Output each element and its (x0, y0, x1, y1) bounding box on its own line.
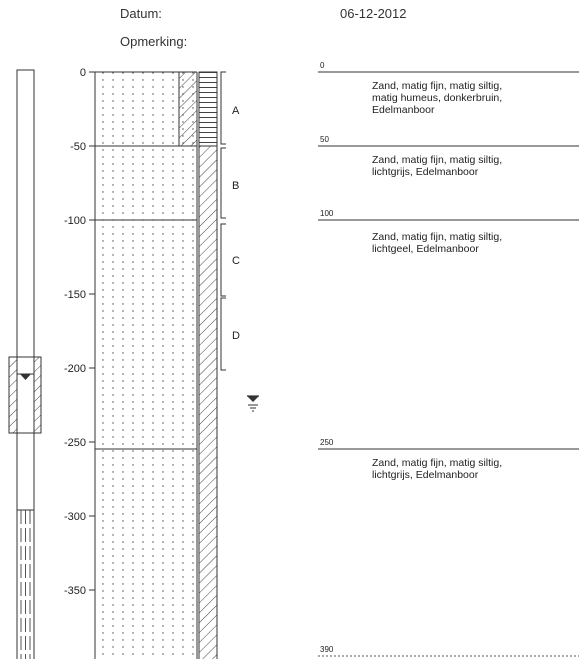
opmerking-label: Opmerking: (120, 34, 188, 49)
layer-descriptions: 0 Zand, matig fijn, matig siltig, matig … (318, 61, 579, 657)
sample-label: D (232, 330, 240, 342)
sample-c: C (220, 223, 240, 297)
sample-label: B (232, 180, 239, 192)
groundwater-level-icon (247, 395, 259, 412)
layer-3: 100 Zand, matig fijn, matig siltig, lich… (318, 209, 579, 255)
sand-indicator (198, 145, 218, 659)
depth-tick-label: -100 (64, 215, 86, 227)
depth-tick-label: -150 (64, 289, 86, 301)
layer-description: Zand, matig fijn, matig siltig, lichtgri… (372, 457, 505, 481)
soil-column (95, 71, 198, 659)
depth-tick-label: -200 (64, 363, 86, 375)
layer-description: Zand, matig fijn, matig siltig, lichtgri… (372, 154, 505, 178)
end-depth-label: 390 (320, 645, 334, 654)
sample-label: A (232, 105, 240, 117)
layer-description: Zand, matig fijn, matig siltig, matig hu… (372, 80, 505, 116)
depth-tick-label: 0 (80, 67, 86, 79)
layer-2: 50 Zand, matig fijn, matig siltig, licht… (318, 135, 579, 178)
well-filter-screen (17, 509, 34, 659)
samples: A B C D (220, 71, 240, 371)
humus-indicator (198, 71, 218, 147)
layer-top-depth: 0 (320, 61, 325, 70)
sample-d: D (220, 297, 240, 371)
end-depth: 390 (318, 645, 579, 657)
depth-tick-label: -50 (70, 141, 86, 153)
sample-a: A (220, 71, 240, 145)
sample-label: C (232, 255, 240, 267)
depth-tick-label: -250 (64, 437, 86, 449)
layer-top-depth: 50 (320, 135, 329, 144)
datum-label: Datum: (120, 6, 162, 21)
layer-1: 0 Zand, matig fijn, matig siltig, matig … (318, 61, 579, 116)
datum-value: 06-12-2012 (340, 6, 407, 21)
indicator-columns (198, 71, 218, 659)
well-water-level-marker (20, 374, 31, 380)
layer-top-depth: 100 (320, 209, 334, 218)
layer-description: Zand, matig fijn, matig siltig, lichtgee… (372, 231, 505, 255)
well-construction (8, 69, 42, 659)
humus-hatch (179, 72, 197, 146)
layer-4: 250 Zand, matig fijn, matig siltig, lich… (318, 438, 579, 481)
depth-tick-label: -300 (64, 511, 86, 523)
well-pipe-in-seal (16, 356, 35, 434)
depth-axis: 0 -50 -100 -150 -200 -250 -300 -350 (64, 67, 96, 659)
sample-b: B (220, 147, 239, 219)
layer-top-depth: 250 (320, 438, 334, 447)
sand-fill (95, 72, 197, 659)
depth-tick-label: -350 (64, 585, 86, 597)
